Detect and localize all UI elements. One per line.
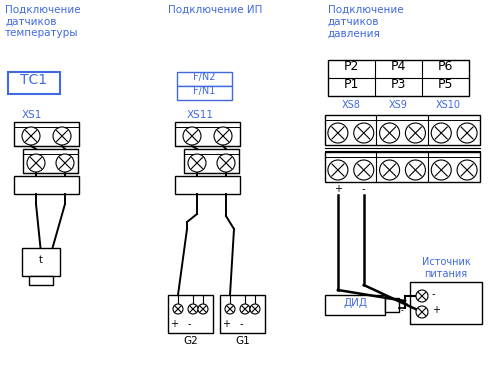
- Text: ТС1: ТС1: [20, 73, 48, 87]
- Bar: [29, 276, 53, 285]
- Bar: [14, 122, 79, 146]
- Circle shape: [183, 127, 201, 145]
- Text: ДИД: ДИД: [343, 298, 367, 308]
- Bar: [177, 86, 232, 100]
- Text: G2: G2: [183, 336, 198, 346]
- Circle shape: [431, 123, 451, 143]
- Bar: [175, 176, 240, 194]
- Text: -: -: [187, 319, 191, 329]
- Text: -: -: [432, 289, 436, 299]
- Bar: [14, 176, 79, 194]
- Circle shape: [354, 123, 374, 143]
- Text: XS1: XS1: [22, 110, 43, 120]
- Text: F/N1: F/N1: [194, 86, 216, 96]
- Circle shape: [380, 160, 399, 180]
- Bar: [325, 295, 385, 315]
- Text: XS9: XS9: [389, 100, 408, 110]
- Circle shape: [405, 160, 425, 180]
- Text: P4: P4: [391, 61, 406, 73]
- Bar: [23, 149, 78, 173]
- Text: Подключение
датчиков
давления: Подключение датчиков давления: [328, 5, 403, 38]
- Text: +: +: [401, 299, 407, 308]
- Circle shape: [56, 154, 74, 172]
- Circle shape: [188, 154, 206, 172]
- Text: P1: P1: [344, 78, 359, 91]
- Bar: [220, 295, 265, 333]
- Circle shape: [173, 304, 183, 314]
- Text: -: -: [239, 319, 243, 329]
- Text: -: -: [401, 306, 404, 315]
- Text: G1: G1: [235, 336, 250, 346]
- Text: +: +: [170, 319, 178, 329]
- Circle shape: [457, 123, 477, 143]
- Bar: [410, 282, 482, 324]
- Text: Подключение ИП: Подключение ИП: [168, 5, 262, 15]
- Circle shape: [53, 127, 71, 145]
- Text: P5: P5: [438, 78, 453, 91]
- Circle shape: [457, 160, 477, 180]
- Circle shape: [198, 304, 208, 314]
- Text: XS8: XS8: [342, 100, 361, 110]
- Text: P3: P3: [391, 78, 406, 91]
- Text: +: +: [334, 184, 342, 194]
- Circle shape: [225, 304, 235, 314]
- Circle shape: [188, 304, 198, 314]
- Circle shape: [416, 306, 428, 318]
- Circle shape: [214, 127, 232, 145]
- Circle shape: [27, 154, 45, 172]
- Bar: [328, 60, 469, 96]
- Text: Подключение
датчиков
температуры: Подключение датчиков температуры: [5, 5, 81, 38]
- Circle shape: [240, 304, 250, 314]
- Circle shape: [217, 154, 235, 172]
- Text: P6: P6: [438, 61, 453, 73]
- Bar: [177, 72, 232, 86]
- Bar: [325, 115, 480, 145]
- Circle shape: [405, 123, 425, 143]
- Text: Источник
питания: Источник питания: [422, 257, 470, 279]
- Text: +: +: [222, 319, 230, 329]
- Bar: [385, 298, 399, 312]
- Circle shape: [22, 127, 40, 145]
- Text: P2: P2: [344, 61, 359, 73]
- Circle shape: [431, 160, 451, 180]
- Bar: [168, 295, 213, 333]
- Text: XS10: XS10: [436, 100, 461, 110]
- Bar: [325, 152, 480, 182]
- Text: -: -: [362, 184, 365, 194]
- Circle shape: [416, 290, 428, 302]
- Text: XS11: XS11: [187, 110, 214, 120]
- Text: F/N2: F/N2: [193, 72, 216, 82]
- Text: +: +: [432, 305, 440, 315]
- Circle shape: [380, 123, 399, 143]
- Circle shape: [354, 160, 374, 180]
- Bar: [184, 149, 239, 173]
- Circle shape: [328, 160, 348, 180]
- Circle shape: [250, 304, 260, 314]
- Bar: [175, 122, 240, 146]
- Bar: [8, 72, 60, 94]
- Text: t: t: [39, 255, 43, 265]
- Bar: [22, 248, 60, 276]
- Circle shape: [328, 123, 348, 143]
